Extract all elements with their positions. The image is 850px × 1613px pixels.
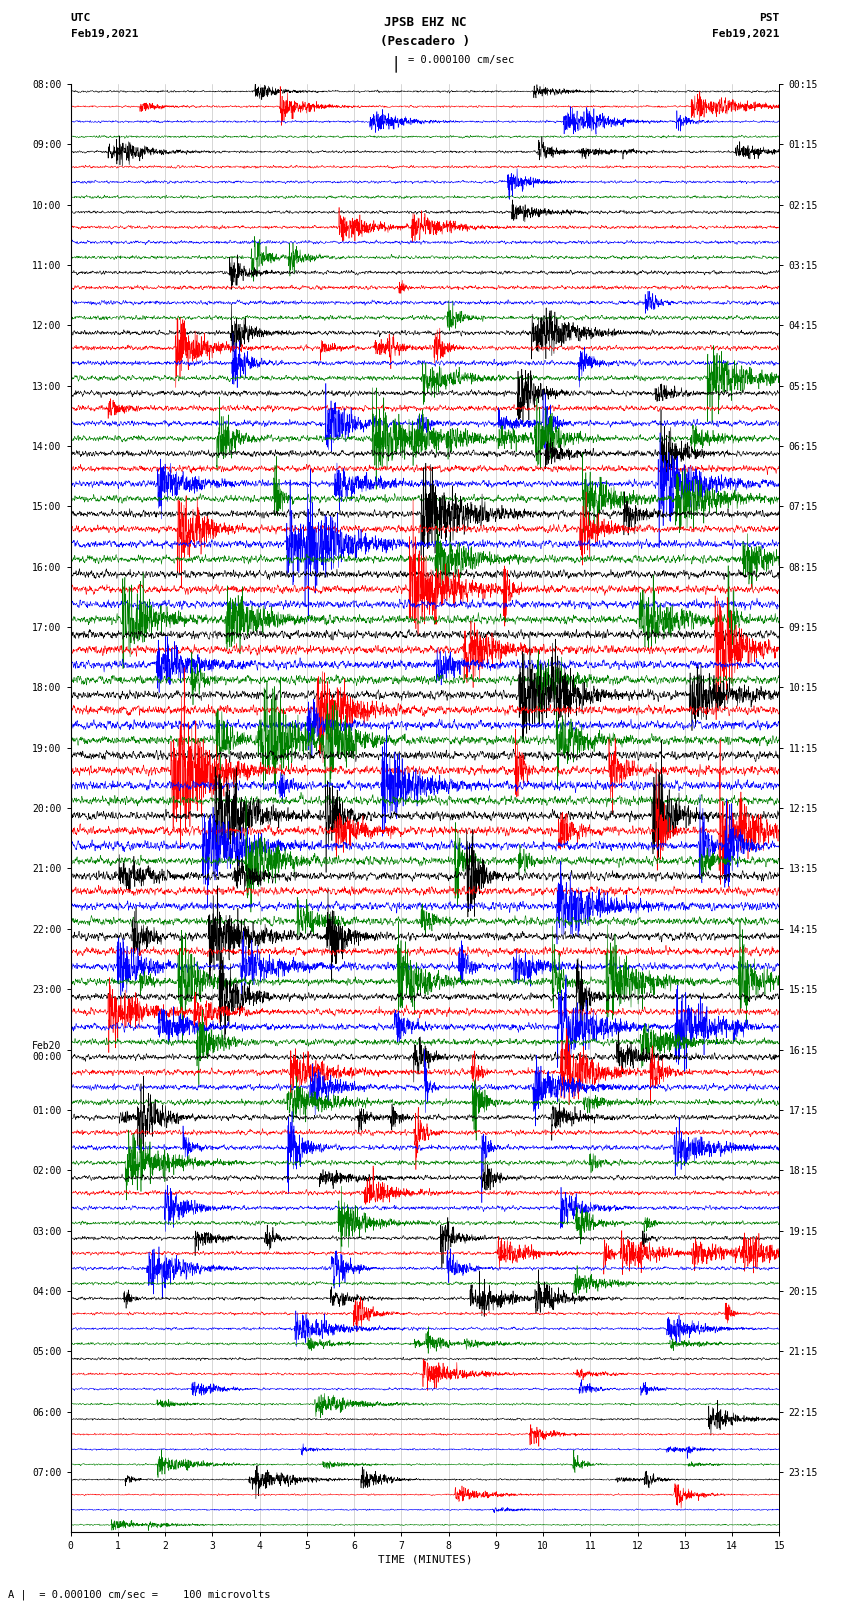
X-axis label: TIME (MINUTES): TIME (MINUTES)	[377, 1555, 473, 1565]
Text: Feb19,2021: Feb19,2021	[712, 29, 779, 39]
Text: Feb19,2021: Feb19,2021	[71, 29, 138, 39]
Text: ⎮: ⎮	[391, 55, 399, 71]
Text: JPSB EHZ NC: JPSB EHZ NC	[383, 16, 467, 29]
Text: PST: PST	[759, 13, 779, 23]
Text: A |  = 0.000100 cm/sec =    100 microvolts: A | = 0.000100 cm/sec = 100 microvolts	[8, 1589, 271, 1600]
Text: (Pescadero ): (Pescadero )	[380, 35, 470, 48]
Text: UTC: UTC	[71, 13, 91, 23]
Text: = 0.000100 cm/sec: = 0.000100 cm/sec	[408, 55, 514, 65]
